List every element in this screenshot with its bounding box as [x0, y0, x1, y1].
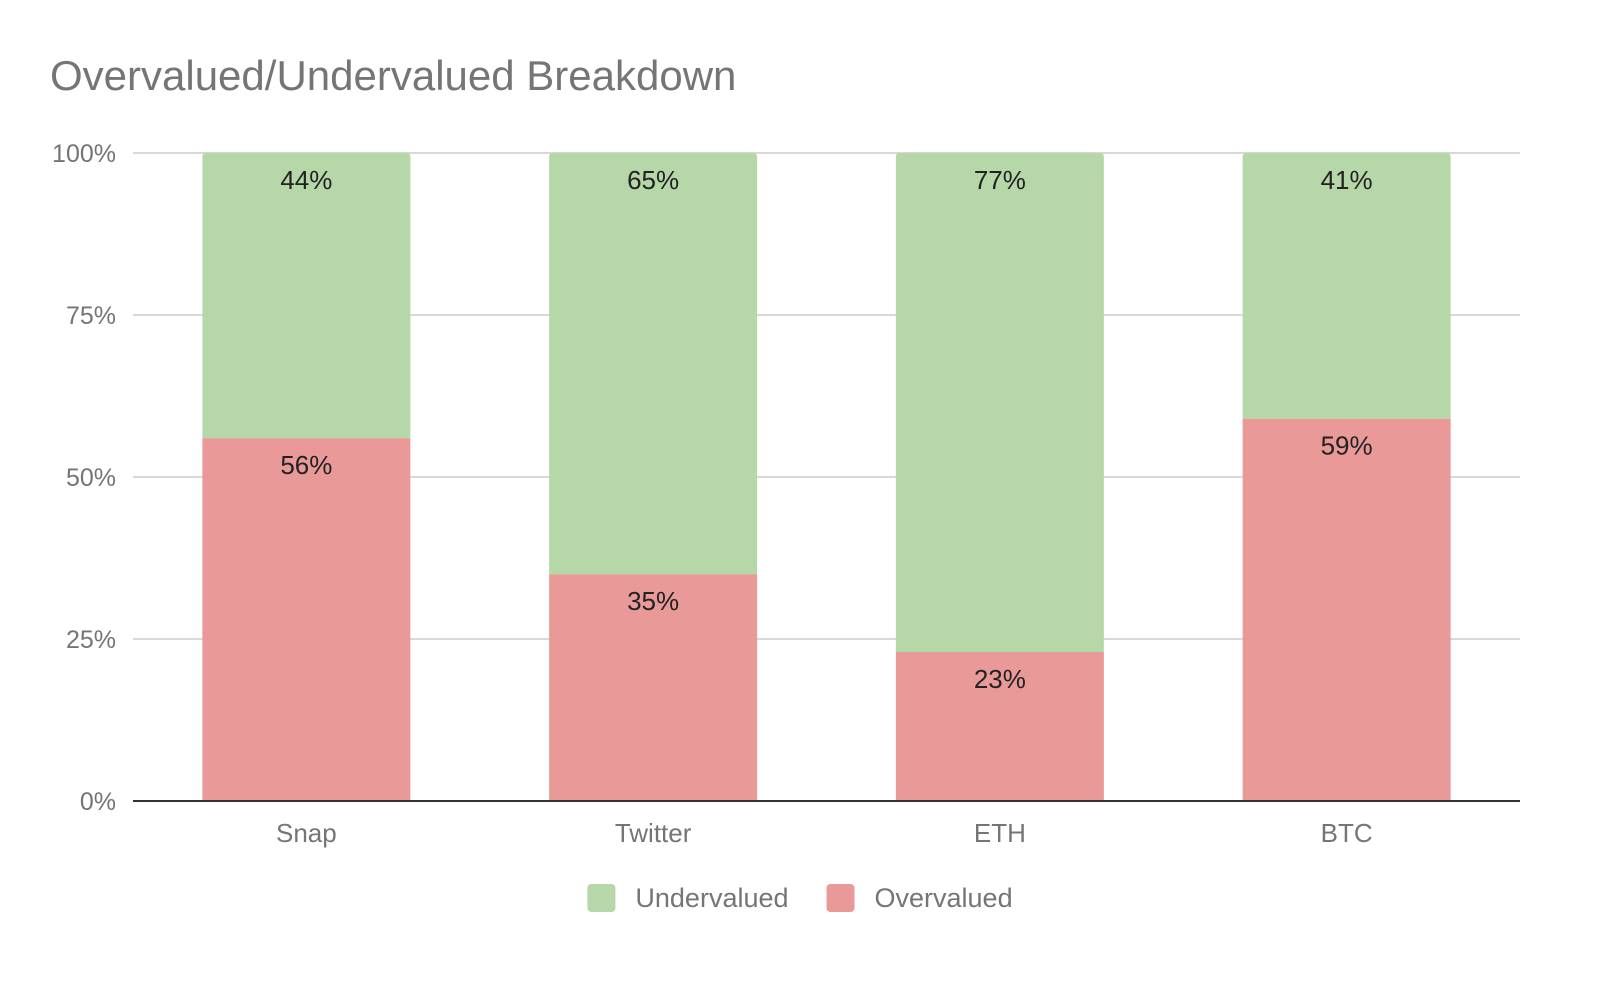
bars [202, 153, 1451, 801]
data-label: 41% [1321, 165, 1373, 195]
x-axis-categories: Snap Twitter ETH BTC [276, 818, 1373, 848]
data-label: 59% [1321, 431, 1373, 461]
data-label: 77% [974, 165, 1026, 195]
y-tick-label: 50% [66, 464, 116, 492]
bar-segment-overvalued [549, 574, 758, 801]
y-tick-label: 100% [52, 140, 116, 168]
y-tick-label: 0% [80, 788, 116, 816]
legend-label: Overvalued [875, 883, 1013, 913]
x-tick-label: ETH [974, 818, 1026, 848]
bar-segment-undervalued [202, 153, 411, 439]
bar-segment-overvalued [1242, 418, 1451, 801]
legend-item-overvalued: Overvalued [826, 883, 1013, 913]
bar-segment-overvalued [895, 651, 1104, 801]
legend-swatch [826, 884, 855, 912]
y-tick-label: 25% [66, 626, 116, 654]
bar-segment-overvalued [202, 438, 411, 801]
data-label: 35% [627, 586, 679, 616]
bar-segment-undervalued [549, 153, 758, 575]
x-tick-label: Twitter [615, 818, 692, 848]
data-label: 44% [280, 165, 332, 195]
data-label: 23% [974, 664, 1026, 694]
legend-item-undervalued: Undervalued [587, 883, 789, 913]
bar-segment-undervalued [1242, 153, 1451, 419]
x-tick-label: BTC [1321, 818, 1373, 848]
legend-swatch [587, 884, 616, 912]
y-axis-ticks: 0% 25% 50% 75% 100% [52, 140, 116, 816]
data-label: 65% [627, 165, 679, 195]
chart-title: Overvalued/Undervalued Breakdown [50, 52, 737, 99]
y-tick-label: 75% [66, 302, 116, 330]
data-label: 56% [280, 450, 332, 480]
legend-label: Undervalued [635, 883, 788, 913]
data-labels: 56% 44% 35% 65% 23% 77% 59% 41% [280, 165, 1372, 694]
bar-segment-undervalued [895, 153, 1104, 652]
x-tick-label: Snap [276, 818, 337, 848]
legend: Undervalued Overvalued [587, 883, 1013, 913]
